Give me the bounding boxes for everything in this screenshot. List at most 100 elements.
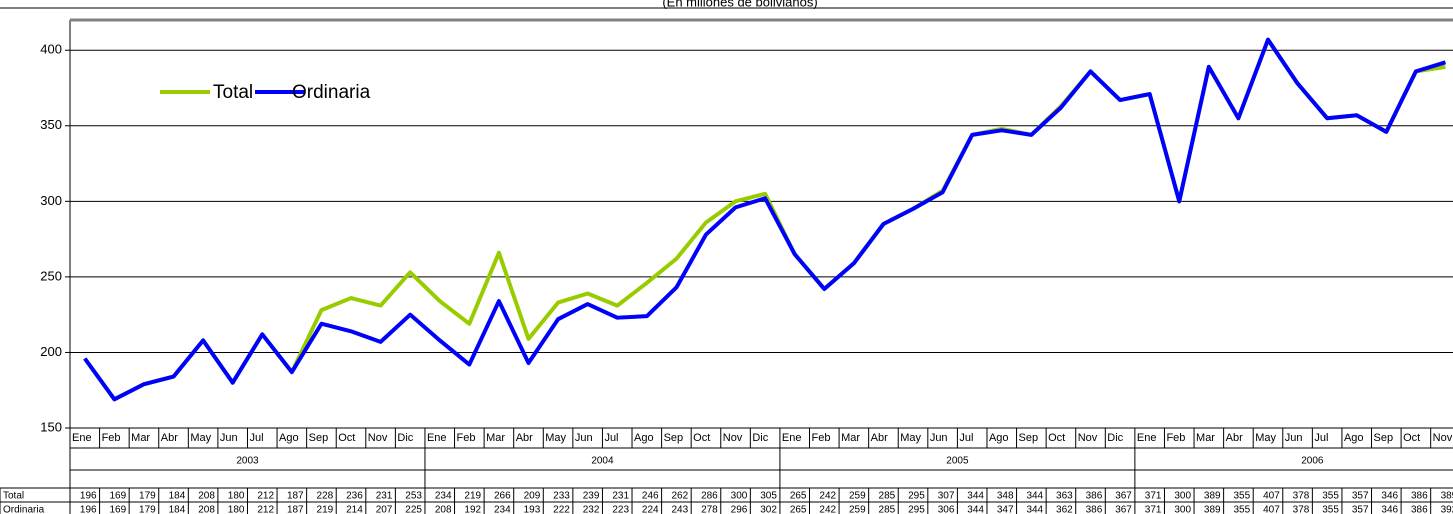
table-row-label: Total [3, 491, 24, 502]
x-tick-label: Jun [1285, 432, 1303, 444]
series-line [83, 37, 1447, 402]
table-value: 367 [1115, 491, 1132, 502]
x-tick-label: Ene [1137, 432, 1157, 444]
table-value: 179 [139, 491, 156, 502]
year-label: 2004 [591, 456, 614, 467]
table-value: 362 [1056, 505, 1073, 514]
x-tick-label: May [545, 432, 566, 444]
table-value: 180 [228, 491, 245, 502]
table-value: 214 [346, 505, 363, 514]
table-value: 344 [1026, 505, 1043, 514]
y-tick-label: 250 [40, 268, 62, 283]
x-tick-label: Ene [72, 432, 92, 444]
table-value: 179 [139, 505, 156, 514]
table-value: 208 [435, 505, 452, 514]
table-value: 246 [642, 491, 659, 502]
x-tick-label: Feb [812, 432, 831, 444]
table-value: 192 [464, 505, 481, 514]
x-tick-label: Abr [161, 432, 178, 444]
y-tick-label: 200 [40, 344, 62, 359]
table-value: 234 [435, 491, 452, 502]
table-value: 208 [198, 491, 215, 502]
x-tick-label: Nov [723, 432, 743, 444]
table-value: 346 [1381, 505, 1398, 514]
table-value: 355 [1234, 491, 1251, 502]
x-tick-label: Oct [693, 432, 710, 444]
table-value: 225 [405, 505, 422, 514]
x-tick-label: Jul [959, 432, 973, 444]
table-value: 300 [1174, 505, 1191, 514]
table-value: 389 [1204, 505, 1221, 514]
table-row-label: Ordinaria [3, 505, 45, 514]
table-value: 378 [1293, 491, 1310, 502]
table-value: 234 [494, 505, 511, 514]
table-value: 169 [109, 505, 126, 514]
table-value: 278 [701, 505, 718, 514]
x-tick-label: Nov [1433, 432, 1453, 444]
table-value: 232 [583, 505, 600, 514]
table-value: 259 [849, 491, 866, 502]
table-value: 355 [1322, 491, 1339, 502]
table-value: 378 [1293, 505, 1310, 514]
x-tick-label: Abr [871, 432, 888, 444]
legend-label: Ordinaria [292, 82, 371, 103]
x-tick-label: Mar [1196, 432, 1215, 444]
x-tick-label: May [190, 432, 211, 444]
table-value: 392 [1441, 505, 1453, 514]
x-tick-label: Jul [249, 432, 263, 444]
table-value: 286 [701, 491, 718, 502]
table-value: 233 [553, 491, 570, 502]
table-value: 344 [1026, 491, 1043, 502]
table-value: 285 [879, 491, 896, 502]
year-label: 2003 [236, 456, 259, 467]
table-value: 348 [997, 491, 1014, 502]
year-label: 2006 [1301, 456, 1324, 467]
table-value: 193 [524, 505, 541, 514]
table-value: 344 [967, 491, 984, 502]
x-tick-label: Ene [782, 432, 802, 444]
x-tick-label: Jul [604, 432, 618, 444]
table-value: 184 [169, 505, 186, 514]
table-value: 407 [1263, 491, 1280, 502]
table-value: 242 [819, 491, 836, 502]
chart-title: (En millones de bolivianos) [662, 0, 817, 9]
table-value: 371 [1145, 505, 1162, 514]
table-value: 347 [997, 505, 1014, 514]
table-value: 196 [80, 505, 97, 514]
x-tick-label: Nov [368, 432, 388, 444]
x-tick-label: Mar [486, 432, 505, 444]
x-tick-label: Dic [752, 432, 768, 444]
x-tick-label: Oct [1048, 432, 1065, 444]
table-value: 355 [1322, 505, 1339, 514]
y-tick-label: 350 [40, 117, 62, 132]
table-value: 219 [317, 505, 334, 514]
table-value: 386 [1086, 491, 1103, 502]
table-value: 407 [1263, 505, 1280, 514]
y-tick-label: 300 [40, 193, 62, 208]
table-value: 180 [228, 505, 245, 514]
table-value: 295 [908, 491, 925, 502]
table-value: 306 [938, 505, 955, 514]
table-value: 231 [612, 491, 629, 502]
table-value: 265 [790, 505, 807, 514]
table-value: 212 [257, 491, 274, 502]
table-value: 236 [346, 491, 363, 502]
table-value: 228 [317, 491, 334, 502]
x-tick-label: Nov [1078, 432, 1098, 444]
x-tick-label: Sep [664, 432, 684, 444]
table-value: 207 [376, 505, 393, 514]
table-value: 389 [1204, 491, 1221, 502]
table-value: 259 [849, 505, 866, 514]
table-value: 357 [1352, 505, 1369, 514]
table-value: 187 [287, 505, 304, 514]
table-value: 285 [879, 505, 896, 514]
table-value: 355 [1234, 505, 1251, 514]
table-value: 224 [642, 505, 659, 514]
x-tick-label: Jun [930, 432, 948, 444]
table-value: 300 [1174, 491, 1191, 502]
x-tick-label: May [1255, 432, 1276, 444]
x-tick-label: Dic [397, 432, 413, 444]
year-label: 2005 [946, 456, 969, 467]
table-value: 307 [938, 491, 955, 502]
